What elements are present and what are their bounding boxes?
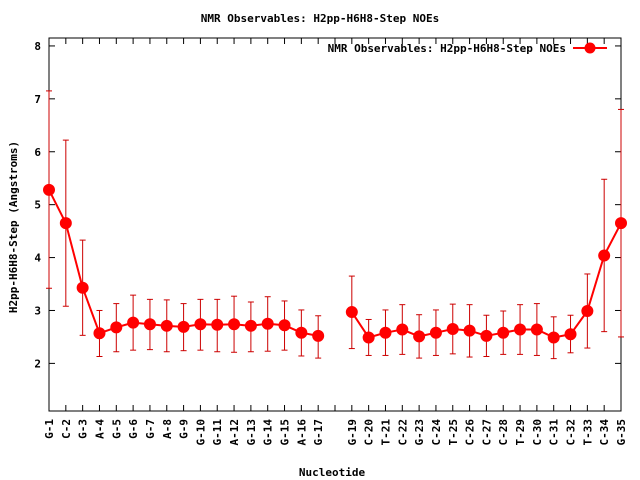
y-tick-label: 8 (34, 40, 41, 53)
data-point (143, 318, 156, 331)
legend-marker (584, 42, 596, 54)
x-tick-label: C-26 (464, 419, 477, 446)
x-tick-label: C-22 (396, 419, 409, 446)
legend-label: NMR Observables: H2pp-H6H8-Step NOEs (328, 42, 566, 55)
y-tick-label: 6 (34, 146, 41, 159)
y-tick-label: 7 (34, 93, 41, 106)
data-point (429, 326, 442, 339)
x-tick-label: T-29 (514, 419, 527, 446)
data-point (379, 326, 392, 339)
x-tick-label: G-13 (245, 419, 258, 446)
data-point (211, 318, 224, 331)
x-tick-label: G-23 (413, 419, 426, 446)
x-tick-label: A-12 (228, 419, 241, 446)
plot-area: 2 3 4 5 6 7 8 G-1 C-2 G-3 A-4 G-5 G-6 G-7 A-8 G-9 G-10 G-… (34, 37, 628, 446)
data-point (278, 319, 291, 332)
data-point (160, 319, 173, 332)
x-tick-label: G-35 (615, 419, 628, 446)
x-tick-label: G-17 (312, 419, 325, 446)
x-tick-label: T-33 (581, 419, 594, 446)
data-point (564, 328, 577, 341)
x-tick-label: G-10 (194, 419, 207, 446)
x-tick-label: G-5 (110, 419, 123, 439)
x-tick-label: G-14 (262, 419, 275, 446)
data-point (43, 183, 55, 196)
x-tick-label: T-25 (447, 419, 460, 446)
x-tick-label: C-27 (480, 419, 493, 446)
data-point (194, 318, 207, 331)
data-point (228, 318, 241, 331)
data-point (615, 217, 627, 230)
data-point (261, 317, 274, 330)
data-point (312, 329, 325, 342)
x-tick-label: C-20 (363, 419, 376, 446)
data-point (598, 249, 611, 262)
x-tick-label: A-8 (161, 419, 174, 439)
x-axis-label: Nucleotide (299, 466, 366, 479)
data-point (581, 305, 594, 318)
data-point (413, 330, 426, 343)
data-point (345, 306, 358, 319)
data-point (295, 326, 308, 339)
data-point (59, 217, 72, 230)
y-tick-label: 4 (34, 252, 41, 265)
data-point (110, 321, 123, 334)
data-point (480, 329, 493, 342)
data-point (463, 324, 476, 337)
y-tick-label: 5 (34, 199, 41, 212)
x-tick-label: C-24 (430, 419, 443, 446)
chart-title: NMR Observables: H2pp-H6H8-Step NOEs (201, 12, 439, 25)
x-tick-label: G-1 (43, 419, 56, 439)
x-tick-label: C-32 (565, 419, 578, 446)
legend: NMR Observables: H2pp-H6H8-Step NOEs (328, 42, 607, 55)
x-tick-label: C-28 (497, 419, 510, 446)
data-point (127, 316, 140, 329)
x-tick-label: A-16 (295, 419, 308, 446)
data-point (362, 331, 375, 344)
x-tick-label: G-19 (346, 419, 359, 446)
data-point (177, 320, 190, 333)
x-tick-label: C-34 (598, 419, 611, 446)
data-point (446, 322, 459, 335)
x-tick-label: C-31 (548, 419, 561, 446)
x-tick-label: G-11 (211, 419, 224, 446)
y-axis-label: H2pp-H6H8-Step (Angstroms) (7, 141, 20, 313)
x-tick-label: G-3 (77, 419, 90, 439)
data-point (396, 323, 409, 336)
data-point (514, 323, 527, 336)
x-tick-label: G-9 (178, 419, 191, 439)
x-tick-label: A-4 (93, 419, 106, 439)
x-tick-label: T-21 (379, 419, 392, 446)
data-point (93, 327, 106, 340)
x-tick-label: G-6 (127, 419, 140, 439)
y-tick-label: 3 (34, 304, 41, 317)
data-point (244, 319, 257, 332)
x-tick-label: C-2 (60, 419, 73, 439)
data-point (547, 331, 560, 344)
data-point (530, 323, 543, 336)
data-point (497, 326, 510, 339)
y-tick-label: 2 (34, 357, 41, 370)
x-tick-label: G-15 (279, 419, 292, 446)
data-point (76, 281, 89, 294)
x-tick-label: C-30 (531, 419, 544, 446)
x-tick-label: G-7 (144, 419, 157, 439)
